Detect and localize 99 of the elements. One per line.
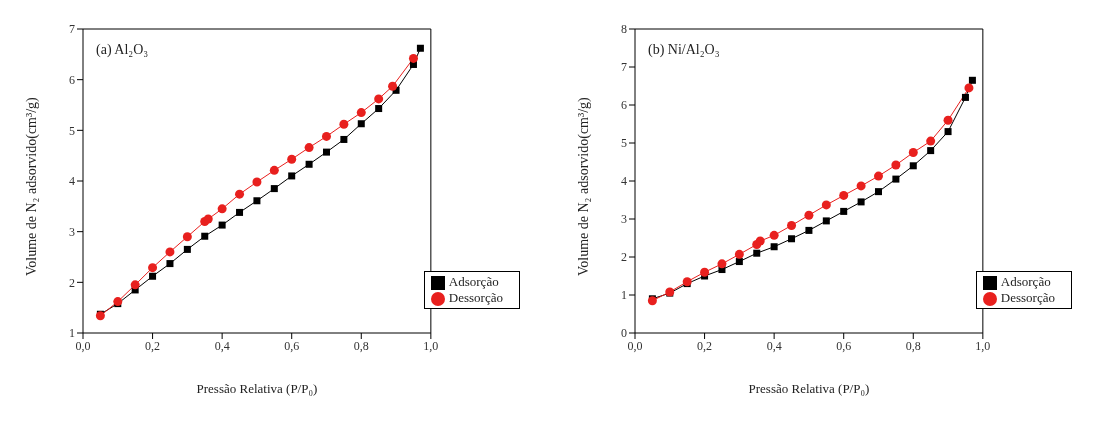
- y-tick-label: 7: [69, 22, 75, 37]
- y-tick-label: 6: [69, 72, 75, 87]
- annotation: (a) Al₂O₃: [96, 42, 149, 58]
- x-axis-title: Pressão Relativa (P/P₀): [196, 381, 318, 396]
- point: [856, 181, 866, 191]
- point: [287, 154, 297, 164]
- point: [356, 108, 366, 118]
- point: [943, 115, 953, 125]
- y-tick-label: 2: [69, 275, 75, 290]
- point: [253, 197, 261, 205]
- point: [787, 220, 797, 230]
- point: [734, 249, 744, 259]
- legend-label: Dessorção: [448, 290, 503, 306]
- point: [753, 249, 761, 257]
- y-tick-label: 7: [621, 60, 627, 75]
- point: [892, 175, 900, 183]
- y-tick-label: 2: [621, 250, 627, 265]
- point: [968, 76, 976, 84]
- point: [182, 232, 192, 242]
- point: [235, 189, 245, 199]
- point: [700, 267, 710, 277]
- legend-label: Adsorção: [1000, 274, 1051, 289]
- y-tick-label: 3: [621, 212, 627, 227]
- y-tick-label: 4: [621, 174, 627, 189]
- point: [340, 135, 348, 143]
- point: [769, 230, 779, 240]
- x-tick-label: 0,0: [627, 338, 643, 353]
- point: [217, 204, 227, 214]
- point: [165, 247, 175, 257]
- y-tick-label: 5: [69, 123, 75, 138]
- point: [891, 160, 901, 170]
- point: [416, 44, 424, 52]
- point: [339, 119, 349, 129]
- legend-label: Adsorção: [448, 274, 499, 289]
- x-tick-label: 0,8: [905, 338, 921, 353]
- y-axis-title: Volume de N₂ adsorvido(cm³/g): [575, 96, 592, 276]
- point: [183, 245, 191, 253]
- legend-label: Dessorção: [1000, 290, 1055, 306]
- y-tick-label: 1: [69, 326, 75, 341]
- x-tick-label: 0,6: [284, 338, 300, 353]
- point: [927, 147, 935, 155]
- point: [839, 190, 849, 200]
- point: [964, 83, 974, 93]
- y-tick-label: 3: [69, 224, 75, 239]
- point: [321, 131, 331, 141]
- point: [236, 208, 244, 216]
- point: [130, 280, 140, 290]
- point: [961, 93, 969, 101]
- point: [408, 53, 418, 63]
- y-tick-label: 0: [621, 326, 627, 341]
- y-tick-label: 8: [621, 22, 627, 37]
- point: [717, 259, 727, 269]
- x-tick-label: 0,8: [353, 338, 369, 353]
- y-axis-title: Volume de N₂ adsorvido(cm³/g): [23, 96, 40, 276]
- point: [270, 185, 278, 193]
- point: [388, 81, 398, 91]
- point: [374, 94, 384, 104]
- point: [252, 177, 262, 187]
- point: [857, 198, 865, 206]
- x-tick-label: 0,2: [145, 338, 161, 353]
- point: [166, 260, 174, 268]
- annotation: (b) Ni/Al₂O₃: [648, 42, 720, 58]
- point: [357, 120, 365, 128]
- point: [148, 263, 158, 273]
- x-tick-label: 0,4: [766, 338, 782, 353]
- y-tick-label: 5: [621, 136, 627, 151]
- x-axis-title: Pressão Relativa (P/P₀): [748, 381, 870, 396]
- x-tick-label: 0,0: [75, 338, 91, 353]
- point: [305, 160, 313, 168]
- y-tick-label: 1: [621, 288, 627, 303]
- point: [288, 172, 296, 180]
- point: [874, 188, 882, 196]
- x-tick-label: 1,0: [975, 338, 991, 353]
- y-tick-label: 6: [621, 98, 627, 113]
- x-tick-label: 0,6: [836, 338, 852, 353]
- point: [322, 148, 330, 156]
- x-tick-label: 0,4: [214, 338, 230, 353]
- point: [873, 171, 883, 181]
- point: [944, 128, 952, 136]
- point: [926, 136, 936, 146]
- point: [735, 258, 743, 266]
- point: [788, 235, 796, 243]
- y-tick-label: 4: [69, 174, 75, 189]
- point: [304, 143, 314, 153]
- point: [821, 200, 831, 210]
- point: [375, 105, 383, 113]
- point: [840, 207, 848, 215]
- point: [770, 243, 778, 251]
- x-tick-label: 0,2: [697, 338, 713, 353]
- point: [201, 232, 209, 240]
- point: [822, 217, 830, 225]
- point: [804, 210, 814, 220]
- point: [218, 221, 226, 229]
- point: [269, 165, 279, 175]
- point: [149, 272, 157, 280]
- point: [805, 226, 813, 234]
- point: [909, 162, 917, 170]
- point: [908, 148, 918, 157]
- x-tick-label: 1,0: [423, 338, 439, 353]
